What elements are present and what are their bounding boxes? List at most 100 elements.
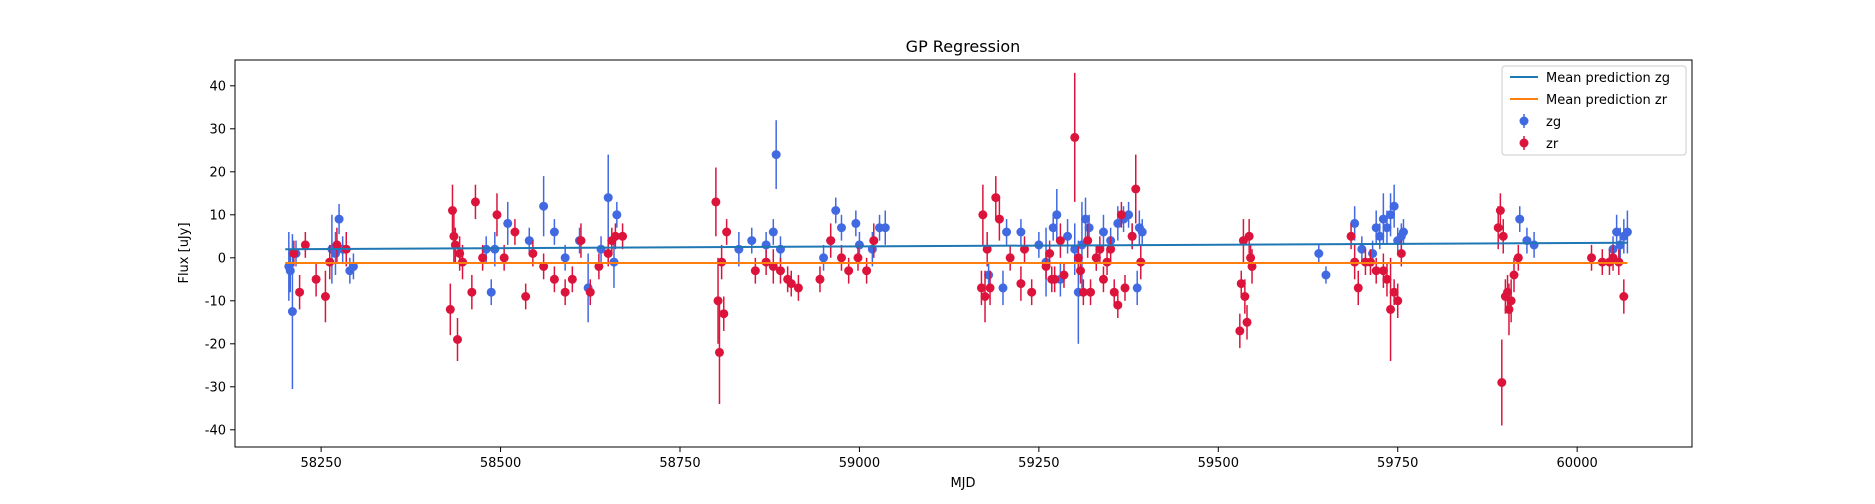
data-point-zr: [978, 184, 988, 245]
data-point-zr: [1244, 219, 1254, 254]
data-point-zr: [1513, 244, 1523, 271]
y-tick-label: -40: [205, 423, 226, 438]
data-point-zr: [467, 275, 477, 310]
data-point-zr: [1098, 266, 1108, 293]
data-point-zr: [1120, 275, 1130, 301]
data-point-zg: [1098, 214, 1108, 250]
data-point-zr: [449, 210, 459, 263]
legend-swatch-zg: [1519, 114, 1529, 128]
x-tick-label: 58250: [300, 456, 341, 471]
x-axis-ticks: 58250 58500 58750 59000 59250 59500 59750 60000: [300, 447, 1598, 471]
data-point-zr: [300, 232, 310, 258]
data-point-zg: [1386, 193, 1396, 237]
data-point-zr: [793, 275, 803, 301]
x-tick-label: 58500: [480, 456, 521, 471]
legend-label-zg: zg: [1546, 115, 1561, 130]
data-point-zr: [862, 257, 872, 284]
data-point-zr: [976, 270, 986, 306]
data-point-zg: [1048, 214, 1058, 241]
data-point-zg: [1063, 219, 1073, 254]
data-point-zr: [1587, 244, 1597, 271]
data-point-zr: [786, 270, 796, 297]
data-point-zg: [1371, 210, 1381, 245]
data-point-zr: [1116, 201, 1126, 228]
data-point-zg: [1515, 206, 1525, 232]
data-point-zg: [880, 210, 890, 245]
legend-box: [1501, 65, 1687, 156]
data-point-zr: [1095, 236, 1105, 263]
data-point-zr: [711, 167, 721, 237]
x-tick-label: 59250: [1018, 456, 1059, 471]
data-point-zr: [332, 227, 342, 263]
data-point-zg: [524, 227, 534, 254]
data-point-zr: [567, 266, 577, 293]
data-point-zr: [499, 244, 509, 271]
data-point-zg: [539, 176, 549, 237]
data-point-zr: [713, 257, 723, 344]
y-axis-ticks: -40 -30 -20 -10 0 10 20 30 40: [205, 79, 235, 438]
data-point-zr: [982, 232, 992, 267]
data-point-zr: [1619, 279, 1629, 314]
data-point-zr: [1109, 279, 1119, 306]
data-point-zr: [492, 193, 502, 237]
data-point-zr: [1027, 279, 1037, 306]
data-point-zr: [826, 223, 836, 258]
data-point-zr: [447, 184, 457, 237]
data-point-zr: [610, 223, 620, 250]
data-point-zr: [1247, 249, 1257, 284]
data-point-zr: [815, 266, 825, 293]
data-point-zr: [750, 257, 760, 284]
data-point-zg: [596, 236, 606, 263]
data-point-zg: [486, 279, 496, 306]
data-point-zr: [768, 249, 778, 284]
data-point-zg: [503, 201, 513, 245]
y-tick-label: 10: [209, 208, 226, 223]
data-point-zg: [747, 227, 757, 254]
data-point-zg: [490, 232, 500, 267]
data-point-zg: [1081, 197, 1091, 241]
data-point-zg: [1398, 219, 1408, 245]
data-point-zr: [1020, 236, 1030, 263]
data-point-zg: [768, 219, 778, 245]
data-point-zr: [445, 283, 455, 336]
y-tick-label: 0: [218, 251, 226, 266]
data-point-zr: [844, 257, 854, 284]
data-point-zr: [618, 223, 628, 250]
data-point-zg: [734, 232, 744, 267]
data-point-zr: [1506, 279, 1516, 323]
data-point-zg: [1389, 184, 1399, 228]
data-point-zg: [1529, 232, 1539, 258]
data-point-zg: [1137, 219, 1147, 245]
data-point-zg: [998, 270, 1008, 306]
data-point-zg: [1016, 219, 1026, 245]
data-point-zr: [722, 219, 732, 245]
data-point-zg: [1321, 266, 1331, 284]
data-point-zg: [1084, 214, 1094, 241]
data-point-zr: [980, 270, 990, 323]
data-point-zr: [521, 283, 531, 310]
data-point-zg: [1070, 223, 1080, 275]
data-point-zr: [1382, 262, 1392, 297]
x-axis-label: MJD: [950, 476, 975, 491]
data-point-zr: [1083, 223, 1093, 258]
data-point-zg: [984, 262, 994, 288]
data-point-zr: [1393, 283, 1403, 318]
data-point-zr: [1240, 279, 1250, 314]
data-point-zg: [836, 214, 846, 241]
data-point-zg: [771, 120, 781, 189]
data-point-zr: [1106, 236, 1116, 263]
data-point-zr: [576, 223, 586, 258]
data-point-zr: [560, 279, 570, 306]
data-point-zr: [985, 270, 995, 306]
data-point-zr: [295, 275, 305, 310]
chart-title: GP Regression: [906, 37, 1021, 56]
data-point-zr: [1353, 270, 1363, 306]
y-tick-label: 20: [209, 165, 226, 180]
data-point-zr: [719, 296, 729, 331]
legend: Mean prediction zg Mean prediction zr zg…: [1501, 65, 1687, 156]
legend-swatch-zr: [1519, 136, 1529, 150]
data-points-layer: [284, 72, 1632, 426]
x-tick-label: 58750: [659, 456, 700, 471]
data-point-zg: [1132, 270, 1142, 306]
